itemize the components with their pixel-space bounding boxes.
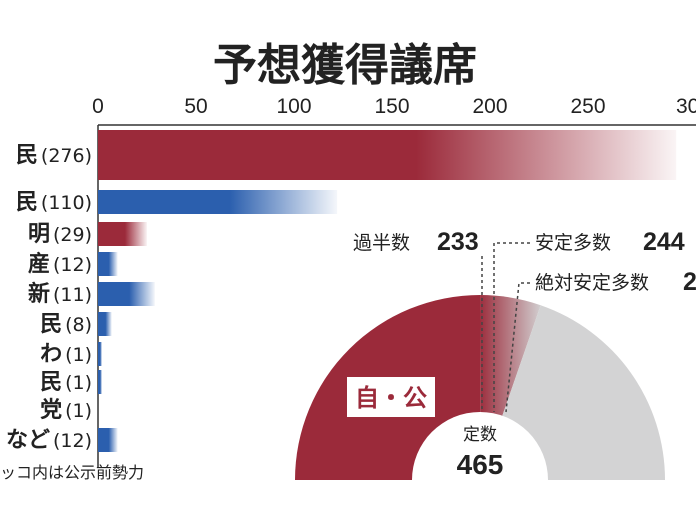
category-label: 民 [16,143,38,168]
category-label: わ [40,342,62,367]
x-tick-label: 100 [276,95,311,118]
absolute-stable-majority-label: 絶対安定多数 [535,272,649,294]
x-tick-label: 250 [570,95,605,118]
previous-seats-label: (12) [53,430,92,452]
x-tick-label: 150 [374,95,409,118]
bar-group [98,130,677,452]
bar [98,428,118,452]
absolute-stable-majority-annotation: 絶対安定多数 2 [505,268,696,413]
category-label: 明 [28,222,50,247]
majority-annotation: 過半数 233 [353,228,483,412]
chart-title: 予想獲得議席 [213,40,477,91]
stable-majority-annotation: 安定多数 244 [493,228,685,412]
previous-seats-label: (276) [41,145,92,167]
previous-seats-label: (1) [65,344,92,366]
category-label: 民 [40,370,62,395]
total-seats-label: 定数 [463,425,497,445]
bar [98,130,677,180]
category-labels: (276)民(110)民(29)明(12)産(11)新(8)民(1)わ(1)民(… [6,143,92,453]
bar [98,312,112,336]
absolute-stable-majority-leader-line [505,282,530,413]
category-label: 党 [40,398,62,423]
badge-label: 自・公 [355,384,427,412]
bar [98,222,147,246]
category-label: 新 [28,281,50,307]
absolute-stable-majority-value: 2 [683,268,696,296]
category-label: 産 [28,251,50,277]
total-seats-value: 465 [457,449,504,480]
footnote: ッコ内は公示前勢力 [0,463,144,482]
bar [98,342,102,366]
bar [98,370,102,394]
previous-seats-label: (1) [65,372,92,394]
stable-majority-label: 安定多数 [535,232,611,254]
category-label: 民 [40,312,62,337]
x-tick-label: 50 [184,95,207,118]
bar [98,282,155,306]
bar [98,252,118,276]
stable-majority-leader-line [493,242,530,412]
stable-majority-value: 244 [643,228,685,256]
previous-seats-label: (8) [65,314,92,336]
x-tick-label: 200 [472,95,507,118]
category-label: など [6,428,50,453]
previous-seats-label: (11) [53,284,92,306]
previous-seats-label: (12) [53,254,92,276]
seat-semicircle: 自・公 定数 465 [295,294,666,522]
x-tick-label: 0 [92,95,104,118]
previous-seats-label: (29) [53,224,92,246]
majority-label: 過半数 [353,232,410,254]
majority-value: 233 [437,228,479,256]
semicircle-hole [412,412,548,522]
badge-box [347,377,435,417]
previous-seats-label: (1) [65,400,92,422]
bar [98,190,338,214]
previous-seats-label: (110) [41,192,92,214]
tick-labels: 0 50 100 150 200 250 30 [92,95,696,118]
category-label: 民 [16,190,38,215]
x-tick-label: 30 [676,95,696,118]
